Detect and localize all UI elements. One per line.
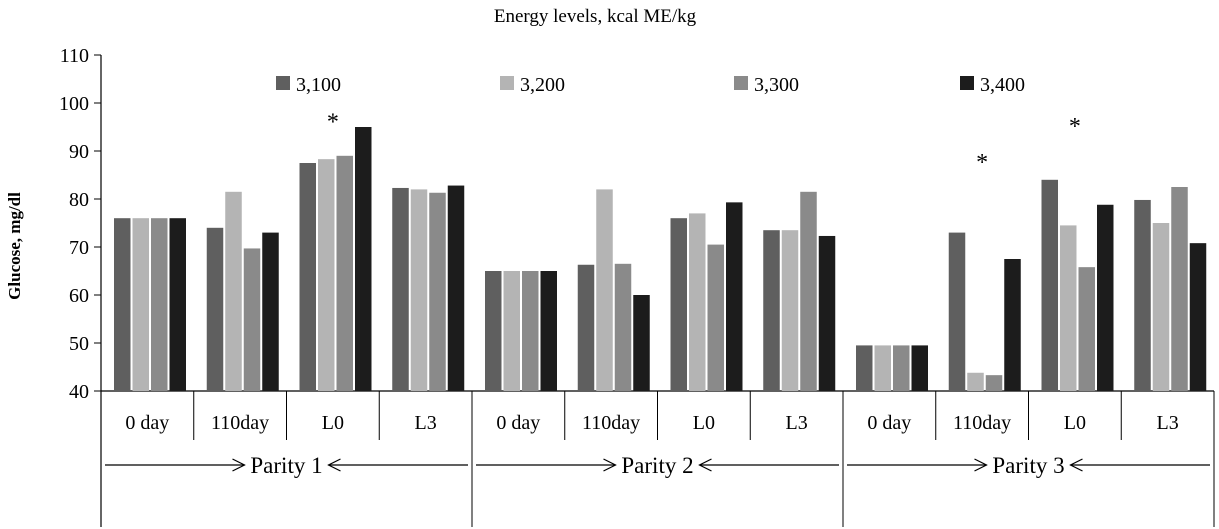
x-tick-label: 0 day (496, 412, 540, 434)
bar-3200-cat1 (225, 191, 242, 391)
bar-3100-cat2 (299, 163, 316, 391)
bar-3400-cat3 (447, 185, 465, 391)
bar-3100-cat10 (1041, 179, 1058, 391)
bar-3300-cat10 (1078, 267, 1095, 391)
y-tick-label: 110 (60, 45, 89, 67)
bar-3300-cat3 (429, 192, 446, 391)
legend-label: 3,200 (520, 74, 565, 96)
bar-3400-cat6 (726, 202, 743, 391)
legend-swatch-3300 (734, 76, 748, 90)
bar-3300-cat1 (243, 248, 261, 391)
x-tick-label: L0 (322, 412, 344, 434)
x-tick-label: 0 day (125, 412, 169, 434)
bar-3400-cat2 (355, 127, 372, 391)
bar-3200-cat9 (967, 372, 984, 391)
significance-marker: * (1069, 114, 1081, 140)
bar-3100-cat11 (1134, 199, 1151, 391)
parity-arrowhead-left (974, 458, 988, 472)
chart-title: Energy levels, kcal ME/kg (494, 6, 697, 27)
bar-3200-cat4 (503, 271, 520, 391)
parity-group-label: Parity 3 (992, 453, 1064, 478)
bar-3100-cat3 (392, 187, 409, 391)
parity-arrowhead-right (1069, 458, 1083, 472)
bar-3400-cat8 (911, 345, 928, 391)
bar-3100-cat6 (670, 218, 687, 391)
parity-arrowhead-left (603, 458, 617, 472)
x-tick-label: 110day (953, 412, 1011, 434)
bar-3200-cat0 (132, 218, 149, 391)
y-tick-label: 40 (69, 381, 89, 403)
bar-3300-cat9 (985, 375, 1003, 391)
bar-3200-cat3 (410, 189, 428, 391)
x-tick-label: 110day (211, 412, 269, 434)
y-tick-label: 70 (69, 237, 89, 259)
y-tick-label: 90 (69, 141, 89, 163)
bar-3200-cat10 (1060, 225, 1077, 391)
bar-3200-cat5 (596, 189, 613, 391)
bar-3400-cat11 (1189, 243, 1207, 391)
y-tick-label: 50 (69, 333, 89, 355)
bar-3200-cat8 (874, 345, 891, 391)
x-tick-label: L3 (415, 412, 437, 434)
bar-3300-cat6 (707, 244, 724, 391)
bar-3300-cat4 (522, 271, 539, 391)
bar-3100-cat8 (856, 345, 873, 391)
parity-arrowhead-left (232, 458, 246, 472)
bar-3100-cat5 (577, 264, 595, 391)
bar-3400-cat9 (1004, 259, 1021, 391)
significance-marker: * (327, 109, 339, 135)
significance-marker: * (976, 150, 988, 176)
x-tick-label: L3 (786, 412, 808, 434)
x-tick-label: 0 day (867, 412, 911, 434)
parity-arrowhead-right (698, 458, 712, 472)
bar-3400-cat0 (169, 218, 186, 391)
bar-3200-cat2 (318, 159, 335, 391)
y-axis-label: Glucose, mg/dl (5, 192, 24, 300)
bar-3100-cat0 (114, 218, 131, 391)
legend-swatch-3400 (960, 76, 974, 90)
legend-swatch-3200 (500, 76, 514, 90)
bar-3300-cat7 (800, 191, 817, 391)
y-tick-label: 100 (59, 93, 89, 115)
x-tick-label: 110day (582, 412, 640, 434)
parity-arrowhead-right (327, 458, 341, 472)
bar-3100-cat1 (206, 227, 224, 391)
x-axis-layer: 0 day 110day L0 L3 0 day 110day L0 L3 0 day 110da… (100, 391, 1215, 527)
bar-3300-cat0 (151, 218, 168, 391)
bar-3400-cat7 (818, 235, 836, 391)
bar-3400-cat10 (1097, 204, 1114, 391)
legend: 3,100 3,200 3,300 3,400 (276, 74, 1025, 96)
x-tick-label: L0 (693, 412, 715, 434)
x-tick-label: L0 (1064, 412, 1086, 434)
legend-label: 3,300 (754, 74, 799, 96)
bar-3400-cat1 (262, 232, 279, 391)
bar-3300-cat8 (893, 345, 910, 391)
bar-3300-cat5 (614, 263, 632, 391)
parity-group-label: Parity 1 (250, 453, 322, 478)
legend-label: 3,100 (296, 74, 341, 96)
bar-3400-cat4 (540, 271, 557, 391)
legend-label: 3,400 (980, 74, 1025, 96)
bar-3200-cat6 (689, 213, 706, 391)
bar-3200-cat11 (1152, 223, 1170, 391)
bar-3100-cat9 (948, 232, 966, 391)
y-tick-label: 60 (69, 285, 89, 307)
parity-group-label: Parity 2 (621, 453, 693, 478)
y-tick-label: 80 (69, 189, 89, 211)
bar-3100-cat4 (485, 271, 502, 391)
bar-3300-cat2 (336, 155, 353, 391)
bar-3200-cat7 (781, 230, 799, 391)
annotations-layer: * * * (327, 109, 1081, 176)
x-tick-label: L3 (1157, 412, 1179, 434)
bar-3300-cat11 (1171, 187, 1188, 391)
legend-swatch-3100 (276, 76, 290, 90)
bars-layer (114, 127, 1207, 391)
bar-3100-cat7 (763, 230, 780, 391)
bar-3400-cat5 (633, 295, 650, 391)
